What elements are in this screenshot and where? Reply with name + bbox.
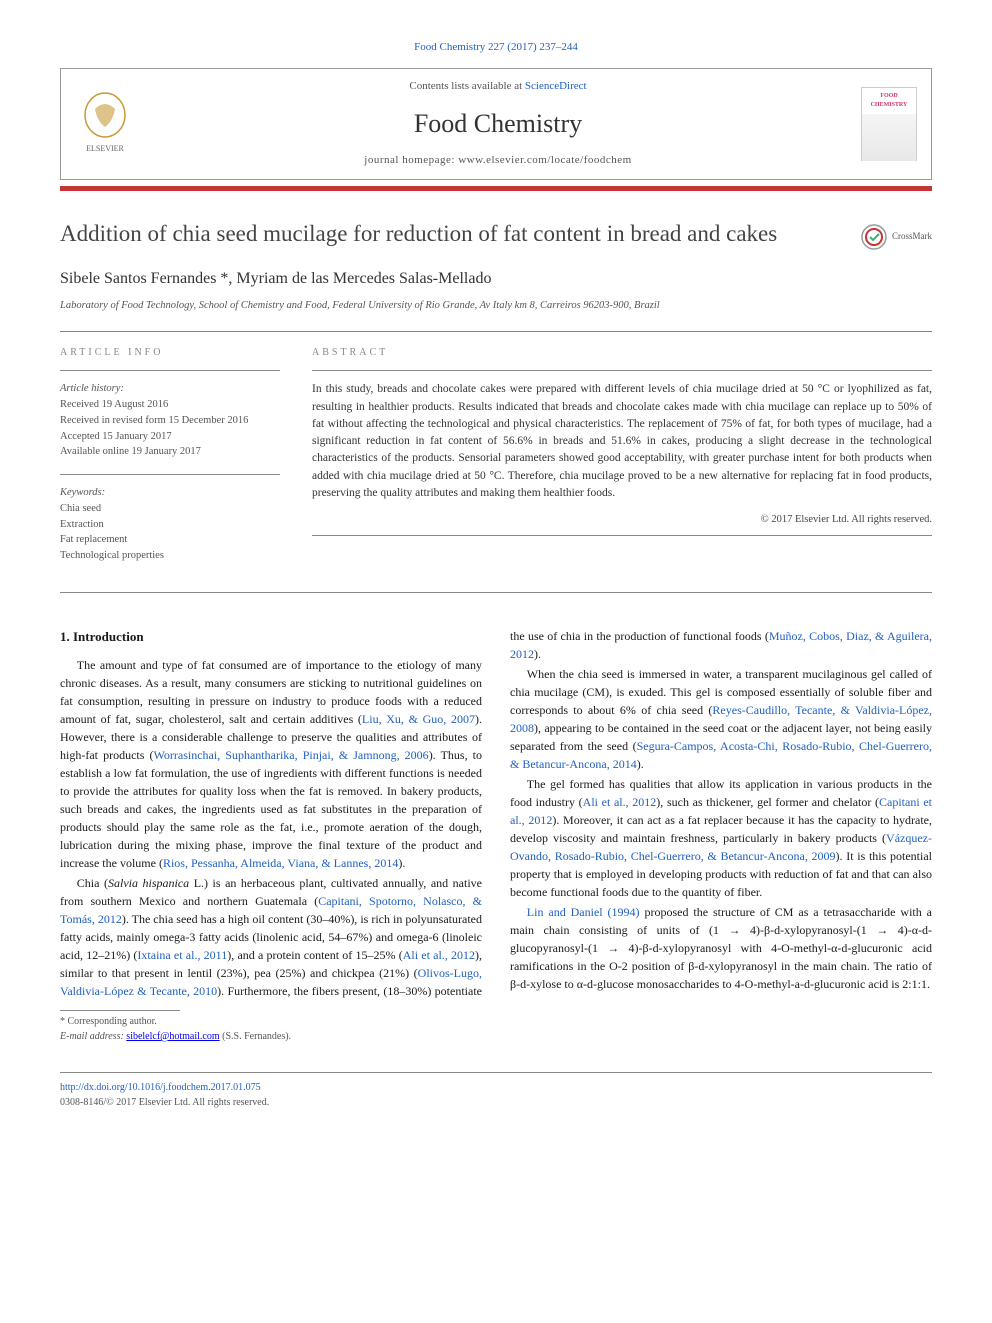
journal-name: Food Chemistry	[153, 105, 843, 143]
keyword: Chia seed	[60, 503, 101, 514]
cover-text-2: CHEMISTRY	[871, 101, 908, 110]
elsevier-logo: ELSEVIER	[75, 91, 135, 157]
divider	[60, 474, 280, 475]
body-paragraph: When the chia seed is immersed in water,…	[510, 665, 932, 773]
keywords-label: Keywords:	[60, 487, 105, 498]
abstract-copyright: © 2017 Elsevier Ltd. All rights reserved…	[312, 512, 932, 527]
abstract-text: In this study, breads and chocolate cake…	[312, 381, 932, 502]
citation-link[interactable]: Rios, Pessanha, Almeida, Viana, & Lannes…	[163, 856, 398, 870]
keyword: Extraction	[60, 519, 104, 530]
sciencedirect-link[interactable]: ScienceDirect	[525, 80, 587, 92]
svg-text:ELSEVIER: ELSEVIER	[86, 144, 124, 153]
citation-link[interactable]: Ixtaina et al., 2011	[137, 948, 227, 962]
header-center: Contents lists available at ScienceDirec…	[153, 79, 843, 169]
citation-link[interactable]: Worrasinchai, Suphantharika, Pinjai, & J…	[154, 748, 429, 762]
cover-text-1: FOOD	[880, 92, 897, 101]
affiliation-line: Laboratory of Food Technology, School of…	[60, 298, 932, 313]
body-paragraph: The amount and type of fat consumed are …	[60, 656, 482, 872]
article-title: Addition of chia seed mucilage for reduc…	[60, 219, 842, 249]
citation-link[interactable]: Ali et al., 2012	[403, 948, 475, 962]
homepage-url: www.elsevier.com/locate/foodchem	[458, 154, 632, 166]
abstract-column: ABSTRACT In this study, breads and choco…	[312, 346, 932, 578]
history-label: Article history:	[60, 383, 124, 394]
section-heading: 1. Introduction	[60, 627, 482, 647]
email-suffix: (S.S. Fernandes).	[220, 1031, 291, 1042]
email-label: E-mail address:	[60, 1031, 126, 1042]
abstract-heading: ABSTRACT	[312, 346, 932, 361]
keyword: Technological properties	[60, 550, 164, 561]
crossmark-label: CrossMark	[892, 230, 932, 243]
doi-link[interactable]: http://dx.doi.org/10.1016/j.foodchem.201…	[60, 1082, 261, 1093]
citation-line: Food Chemistry 227 (2017) 237–244	[60, 40, 932, 56]
divider	[312, 535, 932, 536]
red-divider-bar	[60, 186, 932, 191]
divider	[60, 1010, 180, 1011]
journal-cover-thumb: FOOD CHEMISTRY	[861, 87, 917, 161]
keyword: Fat replacement	[60, 534, 127, 545]
citation-link[interactable]: Lin and Daniel (1994)	[527, 905, 640, 919]
divider	[312, 370, 932, 371]
contents-list-line: Contents lists available at ScienceDirec…	[153, 79, 843, 95]
crossmark-badge[interactable]: CrossMark	[860, 223, 932, 251]
history-item: Received in revised form 15 December 201…	[60, 415, 248, 426]
article-info-column: ARTICLE INFO Article history: Received 1…	[60, 346, 280, 578]
page-footer: http://dx.doi.org/10.1016/j.foodchem.201…	[60, 1072, 932, 1110]
journal-header-box: ELSEVIER Contents lists available at Sci…	[60, 68, 932, 180]
history-item: Accepted 15 January 2017	[60, 431, 172, 442]
species-name: Salvia hispanica	[108, 876, 189, 890]
body-paragraph: The gel formed has qualities that allow …	[510, 775, 932, 901]
journal-homepage-line: journal homepage: www.elsevier.com/locat…	[153, 153, 843, 169]
divider	[60, 331, 932, 332]
corresponding-author-block: * Corresponding author. E-mail address: …	[60, 1010, 932, 1044]
body-columns: 1. Introduction The amount and type of f…	[60, 627, 932, 1001]
history-item: Received 19 August 2016	[60, 399, 168, 410]
citation-link[interactable]: Ali et al., 2012	[583, 795, 657, 809]
divider	[60, 592, 932, 593]
homepage-prefix: journal homepage:	[364, 154, 458, 166]
citation-link[interactable]: Liu, Xu, & Guo, 2007	[362, 712, 475, 726]
body-paragraph: Lin and Daniel (1994) proposed the struc…	[510, 903, 932, 993]
issn-copyright: 0308-8146/© 2017 Elsevier Ltd. All right…	[60, 1097, 269, 1108]
contents-prefix: Contents lists available at	[409, 80, 524, 92]
article-info-heading: ARTICLE INFO	[60, 346, 280, 361]
authors-line: Sibele Santos Fernandes *, Myriam de las…	[60, 267, 932, 290]
divider	[60, 370, 280, 371]
history-item: Available online 19 January 2017	[60, 446, 201, 457]
email-link[interactable]: sibelelcf@hotmail.com	[126, 1031, 219, 1042]
corresponding-note: * Corresponding author.	[60, 1015, 932, 1030]
